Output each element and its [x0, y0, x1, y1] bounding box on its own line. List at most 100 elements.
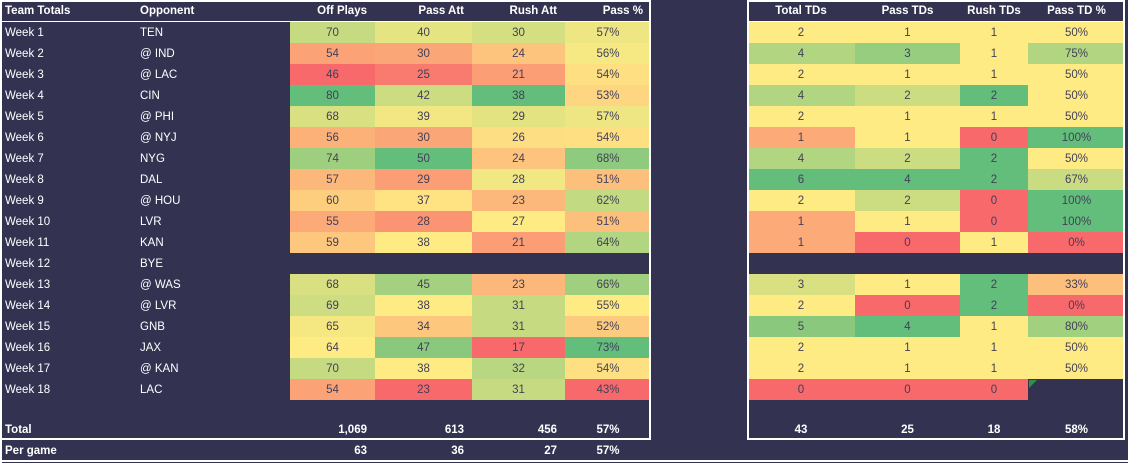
- heat-cell[interactable]: 30: [375, 127, 472, 148]
- per-game-off-plays-cell[interactable]: 63: [354, 445, 367, 457]
- week-label-cell[interactable]: Week 17: [5, 362, 51, 375]
- heat-cell[interactable]: 54: [290, 43, 375, 64]
- heat-cell[interactable]: 1: [855, 22, 960, 43]
- header-pass-pct[interactable]: Pass %: [602, 5, 643, 17]
- heat-cell[interactable]: 0%: [1028, 295, 1125, 316]
- heat-cell[interactable]: 50%: [1028, 106, 1125, 127]
- heat-cell[interactable]: [960, 253, 1028, 274]
- heat-cell[interactable]: 50%: [1028, 148, 1125, 169]
- week-label-cell[interactable]: Week 15: [5, 320, 51, 333]
- heat-cell[interactable]: 31: [472, 316, 565, 337]
- heat-cell[interactable]: 80: [290, 85, 375, 106]
- heat-cell[interactable]: 1: [747, 232, 855, 253]
- heat-cell[interactable]: 70: [290, 22, 375, 43]
- heat-cell[interactable]: 46: [290, 64, 375, 85]
- heat-cell[interactable]: 29: [472, 106, 565, 127]
- heat-cell[interactable]: 1: [855, 106, 960, 127]
- opponent-cell[interactable]: @ KAN: [140, 362, 179, 375]
- total-pass-pct-cell[interactable]: 57%: [596, 424, 620, 436]
- heat-cell[interactable]: 1: [855, 64, 960, 85]
- heat-cell[interactable]: 59: [290, 232, 375, 253]
- heat-cell[interactable]: 51%: [565, 211, 651, 232]
- heat-cell[interactable]: 28: [375, 211, 472, 232]
- opponent-cell[interactable]: @ PHI: [140, 110, 175, 123]
- header-team-totals[interactable]: Team Totals: [5, 5, 71, 17]
- week-label-cell[interactable]: Week 5: [5, 110, 44, 123]
- heat-cell[interactable]: 33%: [1028, 274, 1125, 295]
- header-total-tds[interactable]: Total TDs: [775, 5, 827, 17]
- opponent-cell[interactable]: @ WAS: [140, 278, 181, 291]
- opponent-cell[interactable]: @ LVR: [140, 299, 177, 312]
- opponent-cell[interactable]: @ LAC: [140, 68, 178, 81]
- heat-cell[interactable]: 2: [855, 85, 960, 106]
- opponent-cell[interactable]: @ HOU: [140, 194, 181, 207]
- heat-cell[interactable]: 2: [960, 274, 1028, 295]
- opponent-cell[interactable]: DAL: [140, 173, 163, 186]
- heat-cell[interactable]: 73%: [565, 337, 651, 358]
- heat-cell[interactable]: 31: [472, 379, 565, 400]
- opponent-cell[interactable]: NYG: [140, 152, 165, 165]
- heat-cell[interactable]: 1: [855, 337, 960, 358]
- per-game-pass-pct-cell[interactable]: 57%: [596, 445, 620, 457]
- heat-cell[interactable]: 40: [375, 22, 472, 43]
- heat-cell[interactable]: 50%: [1028, 64, 1125, 85]
- heat-cell[interactable]: 3: [855, 43, 960, 64]
- heat-cell[interactable]: 2: [855, 148, 960, 169]
- heat-cell[interactable]: 50%: [1028, 22, 1125, 43]
- heat-cell[interactable]: 0: [855, 232, 960, 253]
- header-opponent[interactable]: Opponent: [140, 5, 195, 17]
- heat-cell[interactable]: 0: [960, 379, 1028, 400]
- heat-cell[interactable]: [472, 253, 565, 274]
- week-label-cell[interactable]: Week 1: [5, 26, 44, 39]
- heat-cell[interactable]: 56: [290, 127, 375, 148]
- total-label[interactable]: Total: [5, 424, 32, 436]
- heat-cell[interactable]: 100%: [1028, 211, 1125, 232]
- week-label-cell[interactable]: Week 13: [5, 278, 51, 291]
- heat-cell[interactable]: 50%: [1028, 337, 1125, 358]
- heat-cell[interactable]: 38: [375, 295, 472, 316]
- heat-cell[interactable]: [1028, 253, 1125, 274]
- week-label-cell[interactable]: Week 7: [5, 152, 44, 165]
- total-rush-att-cell[interactable]: 456: [537, 424, 557, 436]
- heat-cell[interactable]: 55: [290, 211, 375, 232]
- heat-cell[interactable]: 1: [747, 127, 855, 148]
- heat-cell[interactable]: 26: [472, 127, 565, 148]
- heat-cell[interactable]: 2: [747, 22, 855, 43]
- heat-cell[interactable]: 37: [375, 190, 472, 211]
- heat-cell[interactable]: 23: [375, 379, 472, 400]
- heat-cell[interactable]: 54%: [565, 358, 651, 379]
- heat-cell[interactable]: 24: [472, 148, 565, 169]
- heat-cell[interactable]: 6: [747, 169, 855, 190]
- total-pass-tds-cell[interactable]: 25: [901, 424, 914, 436]
- heat-cell[interactable]: 66%: [565, 274, 651, 295]
- heat-cell[interactable]: 1: [855, 211, 960, 232]
- heat-cell[interactable]: 25: [375, 64, 472, 85]
- header-pass-td-pct[interactable]: Pass TD %: [1047, 5, 1106, 17]
- heat-cell[interactable]: 1: [960, 22, 1028, 43]
- total-pass-att-cell[interactable]: 613: [444, 424, 464, 436]
- heat-cell[interactable]: 2: [960, 295, 1028, 316]
- heat-cell[interactable]: 0%: [1028, 232, 1125, 253]
- heat-cell[interactable]: 42: [375, 85, 472, 106]
- per-game-pass-att-cell[interactable]: 36: [451, 445, 464, 457]
- heat-cell[interactable]: 0: [855, 295, 960, 316]
- week-label-cell[interactable]: Week 8: [5, 173, 44, 186]
- heat-cell[interactable]: 57: [290, 169, 375, 190]
- week-label-cell[interactable]: Week 11: [5, 236, 50, 249]
- heat-cell[interactable]: 39: [375, 106, 472, 127]
- heat-cell[interactable]: 80%: [1028, 316, 1125, 337]
- heat-cell[interactable]: 100%: [1028, 190, 1125, 211]
- heat-cell[interactable]: 43%: [565, 379, 651, 400]
- total-pass-td-pct-cell[interactable]: 58%: [1064, 424, 1089, 436]
- heat-cell[interactable]: 70: [290, 358, 375, 379]
- heat-cell[interactable]: 2: [747, 190, 855, 211]
- heat-cell[interactable]: 17: [472, 337, 565, 358]
- heat-cell[interactable]: 64%: [565, 232, 651, 253]
- heat-cell[interactable]: [375, 253, 472, 274]
- heat-cell[interactable]: 1: [960, 64, 1028, 85]
- per-game-label[interactable]: Per game: [5, 445, 57, 457]
- heat-cell[interactable]: 1: [855, 274, 960, 295]
- heat-cell[interactable]: 2: [747, 337, 855, 358]
- heat-cell[interactable]: 0: [747, 379, 855, 400]
- heat-cell[interactable]: 1: [960, 232, 1028, 253]
